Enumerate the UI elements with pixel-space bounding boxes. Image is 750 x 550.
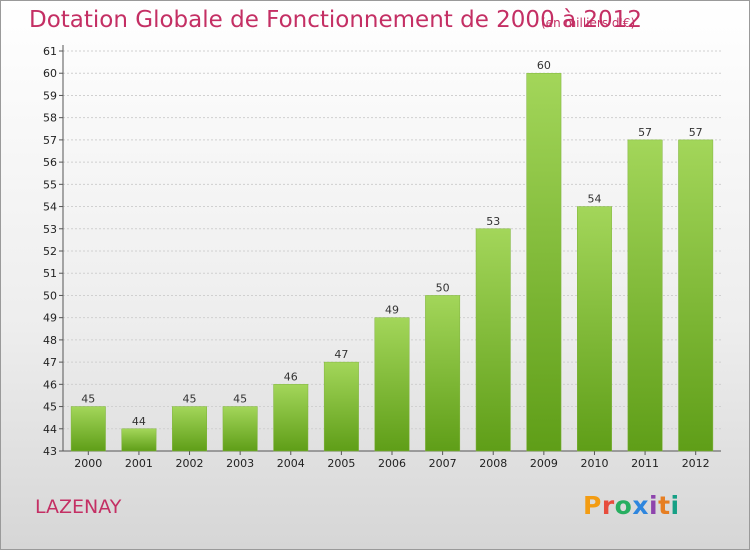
proxiti-logo[interactable]: Proxiti bbox=[583, 491, 680, 520]
y-tick-label: 46 bbox=[43, 378, 57, 391]
x-tick-label: 2001 bbox=[125, 457, 153, 470]
data-labels: 45 44 45 45 46 47 49 50 53 60 54 57 57 bbox=[81, 59, 702, 428]
logo-letter: i bbox=[649, 491, 659, 520]
y-tick-label: 47 bbox=[43, 356, 57, 369]
y-tick-label: 43 bbox=[43, 445, 57, 458]
logo-letter: t bbox=[658, 491, 671, 520]
y-tick-label: 57 bbox=[43, 134, 57, 147]
axes: 43 44 45 46 47 48 49 50 51 52 53 54 55 56 57 58 59 60 61 20… bbox=[43, 45, 721, 470]
y-tick-label: 49 bbox=[43, 312, 57, 325]
y-tick-label: 58 bbox=[43, 112, 57, 125]
y-tick-label: 54 bbox=[43, 201, 57, 214]
y-tick-label: 48 bbox=[43, 334, 57, 347]
y-tick-label: 59 bbox=[43, 89, 57, 102]
x-tick-label: 2004 bbox=[277, 457, 305, 470]
logo-letter: o bbox=[614, 491, 633, 520]
logo-letter: r bbox=[601, 491, 615, 520]
y-tick-label: 61 bbox=[43, 45, 57, 58]
y-tick-label: 60 bbox=[43, 67, 57, 80]
data-label: 60 bbox=[537, 59, 551, 72]
data-label: 47 bbox=[334, 348, 348, 361]
x-tick-label: 2006 bbox=[378, 457, 406, 470]
data-label: 45 bbox=[183, 393, 197, 406]
logo-letter: P bbox=[583, 491, 602, 520]
bar-2002 bbox=[172, 406, 207, 452]
y-tick-label: 50 bbox=[43, 289, 57, 302]
y-tick-label: 45 bbox=[43, 401, 57, 414]
y-tick-label: 56 bbox=[43, 156, 57, 169]
data-label: 49 bbox=[385, 304, 399, 317]
commune-name: LAZENAY bbox=[35, 496, 122, 518]
chart-unit: (en milliers d'€) bbox=[541, 16, 636, 30]
data-label: 57 bbox=[638, 126, 652, 139]
y-tick-label: 55 bbox=[43, 178, 57, 191]
logo-letter: x bbox=[632, 491, 649, 520]
y-tick-label: 53 bbox=[43, 223, 57, 236]
bar-2010 bbox=[577, 206, 612, 452]
chart-title: Dotation Globale de Fonctionnement de 20… bbox=[29, 7, 642, 33]
bar-2003 bbox=[222, 406, 258, 452]
data-label: 57 bbox=[689, 126, 703, 139]
y-tick-label: 52 bbox=[43, 245, 57, 258]
x-tick-label: 2002 bbox=[176, 457, 204, 470]
x-tick-label: 2012 bbox=[682, 457, 710, 470]
x-tick-label: 2009 bbox=[530, 457, 558, 470]
bar-2008 bbox=[475, 228, 511, 452]
data-label: 45 bbox=[81, 393, 95, 406]
data-label: 45 bbox=[233, 393, 247, 406]
data-label: 46 bbox=[284, 370, 298, 383]
data-label: 44 bbox=[132, 415, 146, 428]
bar-2009 bbox=[526, 72, 562, 452]
bar-2005 bbox=[323, 361, 359, 452]
bar-2004 bbox=[273, 384, 309, 452]
x-tick-label: 2000 bbox=[74, 457, 102, 470]
x-tick-label: 2007 bbox=[429, 457, 457, 470]
bar-2012 bbox=[678, 139, 714, 452]
data-label: 54 bbox=[587, 193, 601, 206]
logo-letter: i bbox=[670, 491, 680, 520]
data-label: 53 bbox=[486, 215, 500, 228]
x-tick-label: 2008 bbox=[479, 457, 507, 470]
bars bbox=[70, 72, 714, 452]
y-tick-label: 51 bbox=[43, 267, 57, 280]
x-tick-label: 2011 bbox=[631, 457, 659, 470]
bar-2001 bbox=[121, 428, 157, 452]
x-tick-label: 2005 bbox=[327, 457, 355, 470]
data-label: 50 bbox=[436, 281, 450, 294]
x-tick-label: 2010 bbox=[580, 457, 608, 470]
bar-2011 bbox=[627, 139, 663, 452]
bar-2007 bbox=[425, 295, 461, 452]
bar-2000 bbox=[70, 406, 106, 452]
x-tick-label: 2003 bbox=[226, 457, 254, 470]
bar-2006 bbox=[374, 317, 410, 452]
y-tick-label: 44 bbox=[43, 423, 57, 436]
